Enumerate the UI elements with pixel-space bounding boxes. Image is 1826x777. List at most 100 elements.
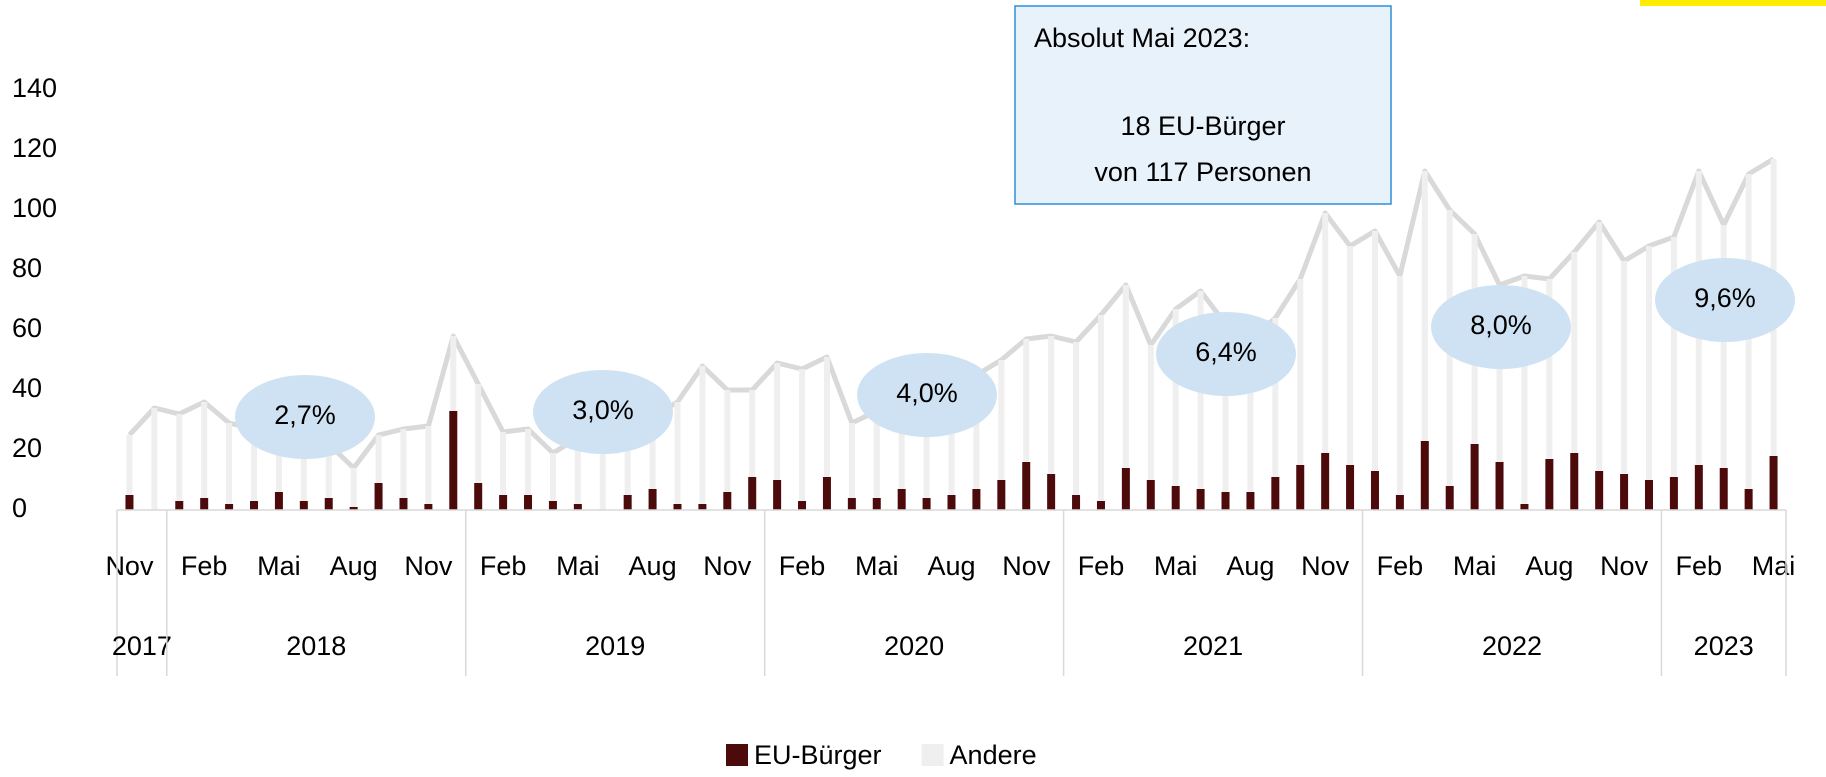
bar <box>998 360 1005 480</box>
bar <box>1370 471 1379 510</box>
bar <box>1347 246 1354 465</box>
bar <box>399 498 408 510</box>
bar <box>1221 492 1230 510</box>
x-tick-label: Nov <box>1002 551 1051 581</box>
bar <box>548 501 557 510</box>
bar <box>723 492 732 510</box>
annotation-bubble <box>1156 312 1296 396</box>
bar <box>1047 474 1056 510</box>
bar <box>274 492 283 510</box>
bar <box>847 498 856 510</box>
bar <box>1420 441 1429 510</box>
bar <box>1346 465 1355 510</box>
bar <box>648 489 657 510</box>
bar <box>599 438 606 510</box>
bar <box>1146 480 1155 510</box>
bar <box>175 501 184 510</box>
bar <box>1048 336 1055 474</box>
x-tick-label: Mai <box>257 551 301 581</box>
bar <box>1669 477 1678 510</box>
x-tick-label: Feb <box>480 551 527 581</box>
x-tick-label: Feb <box>1078 551 1125 581</box>
bar <box>948 390 955 495</box>
bar <box>1596 222 1603 471</box>
bar <box>997 480 1006 510</box>
bar <box>773 480 782 510</box>
bar <box>1147 345 1154 480</box>
bar <box>226 423 233 504</box>
bar <box>125 495 134 510</box>
bar <box>324 498 333 510</box>
bar <box>1321 453 1330 510</box>
bar <box>1570 453 1579 510</box>
info-box-line: von 117 Personen <box>1094 157 1311 187</box>
legend-label: EU-Bürger <box>754 740 882 770</box>
x-tick-label: Mai <box>556 551 600 581</box>
bar <box>698 504 707 510</box>
bar <box>500 432 507 495</box>
y-tick-label: 60 <box>12 313 42 343</box>
bar <box>1470 444 1479 510</box>
bar <box>250 501 259 510</box>
bar <box>1023 339 1030 462</box>
bar <box>1694 465 1703 510</box>
bar <box>1022 462 1031 510</box>
x-tick-label: Nov <box>404 551 453 581</box>
bar <box>126 435 133 495</box>
bar <box>1744 489 1753 510</box>
bar <box>748 477 757 510</box>
bar <box>474 483 483 510</box>
bar <box>200 498 209 510</box>
bar <box>1545 459 1554 510</box>
bar <box>549 453 556 501</box>
x-tick-label: Feb <box>181 551 228 581</box>
y-tick-label: 100 <box>12 193 57 223</box>
x-tick-label: Nov <box>105 551 154 581</box>
bar <box>275 432 282 492</box>
bar <box>947 495 956 510</box>
bar <box>1645 246 1652 480</box>
x-tick-label: Nov <box>703 551 752 581</box>
x-group-label: 2022 <box>1482 631 1542 661</box>
bar <box>1769 456 1778 510</box>
bar <box>1247 339 1254 492</box>
bar <box>1620 474 1629 510</box>
bar <box>1246 492 1255 510</box>
info-box-title: Absolut Mai 2023: <box>1034 23 1250 53</box>
x-tick-label: Mai <box>1154 551 1198 581</box>
bar <box>898 408 905 489</box>
x-tick-label: Aug <box>927 551 975 581</box>
bar <box>251 429 258 501</box>
bar <box>624 435 631 495</box>
bar <box>799 369 806 501</box>
bar <box>1521 276 1528 504</box>
bar <box>424 504 433 510</box>
bar <box>1222 324 1229 492</box>
plot: 0 20 40 60 80 100 120 140 Nov 2017 Feb Mai Aug Nov 201… <box>12 73 1795 770</box>
bar <box>699 366 706 504</box>
x-tick-label: Mai <box>855 551 899 581</box>
bar <box>1073 342 1080 495</box>
bar <box>574 438 581 504</box>
annotation-label: 6,4% <box>1195 337 1257 367</box>
x-tick-label: Aug <box>629 551 677 581</box>
legend-swatch <box>726 744 748 766</box>
bar <box>1297 279 1304 465</box>
annotation-label: 2,7% <box>274 400 336 430</box>
x-tick-label: Mai <box>1752 551 1796 581</box>
bar <box>673 504 682 510</box>
x-group-label: 2021 <box>1183 631 1243 661</box>
bar <box>1421 171 1428 441</box>
info-box <box>1014 5 1392 205</box>
bar <box>649 417 656 489</box>
x-group-label: 2017 <box>112 631 172 661</box>
y-tick-label: 80 <box>12 253 42 283</box>
bar <box>1495 462 1504 510</box>
x-group-label: 2018 <box>286 631 346 661</box>
bar <box>349 507 358 510</box>
bar <box>450 336 457 411</box>
bar <box>1322 213 1329 453</box>
bar <box>1096 501 1105 510</box>
bar <box>325 444 332 498</box>
bar <box>300 438 307 501</box>
